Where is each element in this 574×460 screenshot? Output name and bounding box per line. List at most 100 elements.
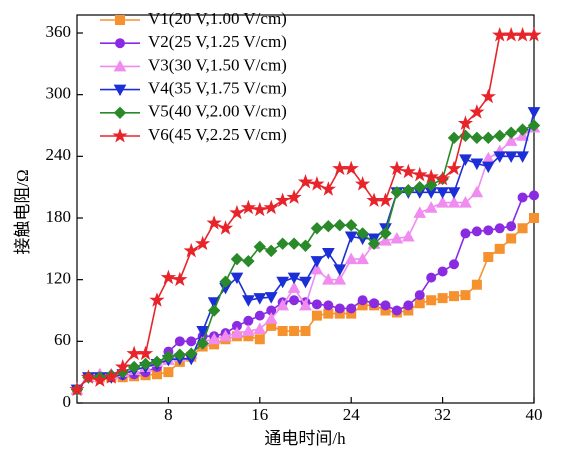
marker bbox=[503, 27, 519, 42]
y-tick-label: 180 bbox=[46, 207, 72, 226]
marker bbox=[471, 226, 482, 237]
marker bbox=[482, 131, 495, 145]
marker bbox=[254, 334, 265, 345]
marker bbox=[253, 240, 267, 253]
marker bbox=[426, 272, 437, 283]
marker bbox=[527, 119, 541, 132]
marker bbox=[332, 160, 348, 176]
marker bbox=[493, 129, 506, 142]
marker bbox=[276, 276, 289, 289]
y-tick-label: 120 bbox=[46, 269, 72, 288]
marker bbox=[196, 326, 210, 338]
marker bbox=[459, 154, 472, 166]
marker bbox=[323, 308, 334, 319]
marker bbox=[346, 303, 357, 314]
marker bbox=[289, 326, 300, 337]
marker bbox=[401, 229, 415, 242]
marker bbox=[517, 223, 528, 234]
marker bbox=[344, 231, 358, 244]
marker bbox=[297, 174, 314, 189]
y-tick-label: 240 bbox=[46, 145, 72, 164]
y-tick-label: 360 bbox=[46, 22, 72, 41]
marker bbox=[264, 292, 278, 304]
marker bbox=[504, 151, 518, 163]
legend-label: V2(25 V,1.25 V/cm) bbox=[148, 32, 287, 51]
marker bbox=[504, 126, 518, 139]
y-tick-label: 300 bbox=[46, 84, 72, 103]
marker bbox=[494, 243, 505, 254]
marker bbox=[380, 300, 391, 311]
marker bbox=[287, 237, 301, 250]
marker bbox=[219, 275, 232, 288]
y-axis-label: 接触电阻/Ω bbox=[13, 169, 32, 254]
marker bbox=[309, 176, 325, 191]
marker bbox=[344, 218, 358, 232]
marker bbox=[299, 298, 312, 311]
marker bbox=[356, 252, 369, 265]
marker bbox=[470, 185, 484, 198]
marker bbox=[207, 332, 221, 345]
marker bbox=[183, 242, 199, 258]
marker bbox=[413, 206, 427, 218]
marker bbox=[240, 199, 257, 215]
marker bbox=[230, 326, 244, 339]
marker bbox=[322, 273, 335, 285]
marker bbox=[252, 201, 268, 217]
x-tick-label: 40 bbox=[526, 405, 543, 424]
marker bbox=[480, 88, 496, 104]
marker bbox=[229, 204, 245, 220]
marker bbox=[311, 310, 322, 321]
marker bbox=[263, 199, 279, 215]
marker bbox=[172, 271, 188, 287]
marker bbox=[289, 295, 300, 306]
marker bbox=[483, 225, 494, 236]
marker bbox=[173, 348, 187, 361]
marker bbox=[446, 160, 462, 176]
marker bbox=[253, 293, 267, 305]
marker bbox=[127, 360, 141, 374]
marker bbox=[196, 337, 209, 350]
marker bbox=[459, 196, 472, 208]
marker bbox=[481, 151, 495, 164]
marker bbox=[162, 350, 175, 363]
marker bbox=[449, 291, 460, 302]
marker bbox=[276, 237, 289, 250]
marker bbox=[206, 215, 222, 230]
marker bbox=[414, 298, 425, 309]
marker bbox=[150, 355, 164, 369]
marker bbox=[434, 170, 451, 186]
legend-label: V4(35 V,1.75 V/cm) bbox=[148, 79, 287, 98]
marker bbox=[469, 104, 485, 119]
marker bbox=[413, 180, 426, 194]
marker bbox=[517, 192, 528, 203]
marker bbox=[529, 213, 539, 223]
plot-frame bbox=[76, 14, 535, 404]
marker bbox=[186, 336, 197, 347]
marker bbox=[400, 163, 416, 179]
marker bbox=[391, 305, 402, 316]
marker bbox=[139, 357, 152, 371]
marker bbox=[219, 329, 232, 342]
marker bbox=[460, 290, 471, 301]
legend-label: V3(30 V,1.50 V/cm) bbox=[148, 55, 287, 74]
marker bbox=[457, 115, 474, 130]
marker bbox=[516, 151, 529, 163]
marker bbox=[354, 176, 371, 191]
marker bbox=[447, 196, 461, 208]
marker bbox=[115, 359, 131, 374]
marker bbox=[506, 221, 517, 232]
marker bbox=[506, 233, 517, 244]
marker bbox=[460, 228, 471, 239]
marker bbox=[287, 281, 301, 293]
marker bbox=[322, 220, 335, 233]
marker bbox=[230, 252, 244, 266]
marker bbox=[230, 272, 244, 285]
marker bbox=[504, 134, 518, 146]
marker bbox=[126, 345, 142, 361]
marker bbox=[80, 369, 97, 384]
x-tick-label: 32 bbox=[434, 405, 451, 424]
marker bbox=[217, 220, 234, 235]
marker bbox=[265, 244, 278, 258]
marker bbox=[195, 235, 211, 251]
marker bbox=[242, 295, 255, 307]
